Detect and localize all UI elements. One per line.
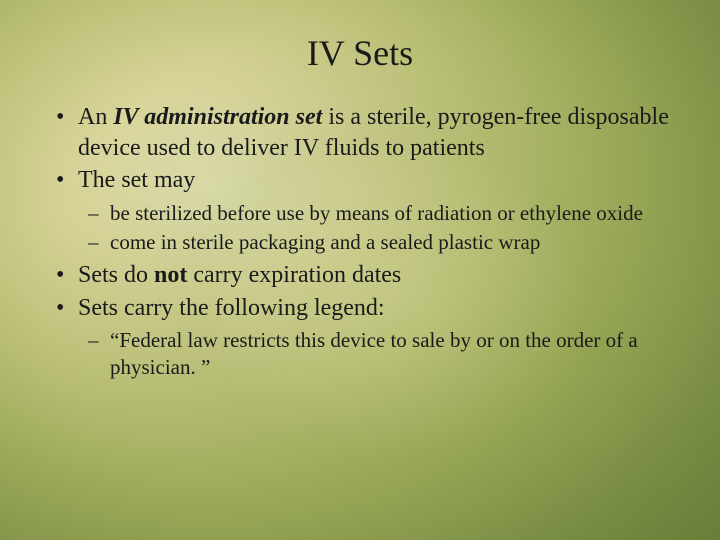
text-fragment: An xyxy=(78,104,113,130)
text-fragment: carry expiration dates xyxy=(187,262,401,288)
text-fragment: Sets carry the following legend: xyxy=(78,295,385,321)
bullet-list: An IV administration set is a sterile, p… xyxy=(50,102,670,381)
text-fragment: be sterilized before use by means of rad… xyxy=(110,201,643,225)
text-fragment: IV administration set xyxy=(113,104,322,130)
bullet-item: Sets do not carry expiration dates xyxy=(78,260,670,291)
sub-bullet-list: be sterilized before use by means of rad… xyxy=(78,200,670,256)
sub-bullet-item: be sterilized before use by means of rad… xyxy=(110,200,670,227)
text-fragment: not xyxy=(154,262,187,288)
sub-bullet-item: come in sterile packaging and a sealed p… xyxy=(110,229,670,256)
text-fragment: come in sterile packaging and a sealed p… xyxy=(110,230,540,254)
text-fragment: Sets do xyxy=(78,262,154,288)
bullet-item: The set may xyxy=(78,165,670,196)
bullet-item: An IV administration set is a sterile, p… xyxy=(78,102,670,163)
sub-bullet-list: “Federal law restricts this device to sa… xyxy=(78,327,670,381)
text-fragment: “Federal law restricts this device to sa… xyxy=(110,328,638,379)
slide-title: IV Sets xyxy=(50,32,670,74)
bullet-item: Sets carry the following legend: xyxy=(78,293,670,324)
sub-bullet-item: “Federal law restricts this device to sa… xyxy=(110,327,670,381)
slide: IV Sets An IV administration set is a st… xyxy=(0,0,720,540)
text-fragment: The set may xyxy=(78,167,195,193)
